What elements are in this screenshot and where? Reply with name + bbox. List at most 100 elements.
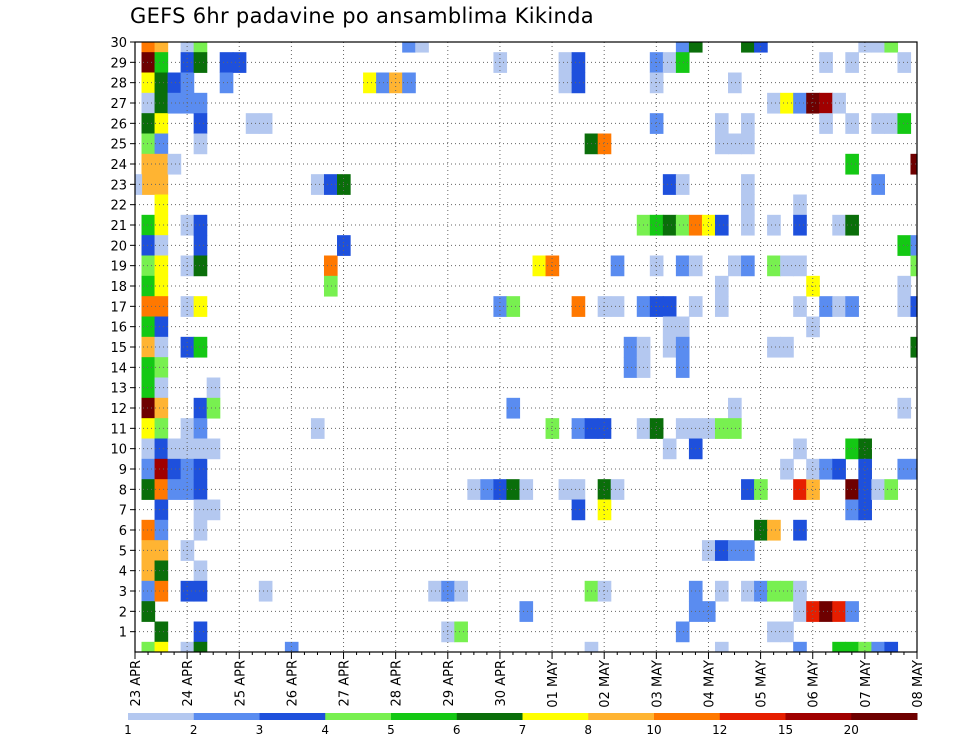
- colorbar-label: 5: [387, 723, 395, 737]
- y-tick-label: 27: [110, 97, 127, 112]
- heatmap-cell: [180, 42, 195, 53]
- heatmap-cell: [806, 458, 820, 480]
- heatmap-cell: [467, 479, 481, 500]
- heatmap-cell: [767, 255, 781, 277]
- heatmap-cell: [858, 438, 872, 460]
- heatmap-cell: [688, 42, 703, 53]
- heatmap-cell: [141, 357, 156, 378]
- heatmap-cell: [310, 418, 325, 439]
- heatmap-cell: [154, 255, 169, 277]
- heatmap-cell: [714, 296, 729, 317]
- heatmap-cell: [206, 377, 221, 399]
- heatmap-cell: [141, 316, 156, 338]
- heatmap-cell: [845, 214, 859, 236]
- heatmap-cell: [910, 296, 918, 317]
- colorbar-swatch: [719, 713, 786, 720]
- heatmap-cell: [571, 418, 586, 439]
- heatmap-cell: [858, 499, 872, 521]
- heatmap-cell: [154, 214, 169, 236]
- heatmap-cell: [897, 397, 912, 419]
- heatmap-cell: [193, 418, 208, 439]
- heatmap-cell: [845, 641, 859, 653]
- heatmap-cell: [649, 113, 664, 134]
- y-tick-label: 25: [110, 138, 127, 153]
- colorbar-label: 10: [646, 723, 661, 737]
- heatmap-cell: [154, 174, 169, 195]
- heatmap-cell: [780, 336, 794, 358]
- heatmap-cell: [180, 641, 195, 653]
- heatmap-cell: [597, 418, 612, 439]
- heatmap-cell: [154, 113, 169, 134]
- heatmap-cell: [545, 418, 560, 439]
- heatmap-cell: [571, 479, 586, 500]
- heatmap-cell: [832, 641, 846, 653]
- heatmap-cell: [728, 255, 742, 277]
- heatmap-cell: [714, 113, 729, 134]
- heatmap-cell: [193, 235, 208, 256]
- colorbar-label: 4: [321, 723, 329, 737]
- heatmap-cell: [571, 52, 586, 73]
- grid-lines: [134, 41, 918, 652]
- heatmap-cell: [623, 357, 638, 378]
- heatmap-cell: [897, 52, 912, 73]
- colorbar-swatch: [785, 713, 852, 720]
- heatmap-cell: [714, 275, 729, 297]
- heatmap-cell: [571, 499, 586, 521]
- heatmap-cell: [858, 458, 872, 480]
- heatmap-cell: [245, 113, 260, 134]
- x-tick-label: 07 MAY: [859, 660, 874, 708]
- heatmap-cell: [728, 72, 742, 94]
- heatmap-cell: [845, 113, 859, 134]
- heatmap-cell: [558, 479, 573, 500]
- y-tick-label: 20: [110, 239, 127, 254]
- x-tick-label: 02 MAY: [598, 660, 613, 708]
- heatmap-cell: [323, 275, 338, 297]
- heatmap-cell: [141, 641, 156, 653]
- heatmap-cell: [376, 72, 390, 94]
- heatmap-cell: [154, 42, 169, 53]
- heatmap-cell: [767, 214, 781, 236]
- y-tick-label: 8: [119, 483, 127, 498]
- heatmap-cell: [154, 377, 169, 399]
- heatmap-cell: [154, 580, 169, 602]
- heatmap-cell: [402, 72, 416, 94]
- heatmap-cell: [193, 641, 208, 653]
- heatmap-cell: [154, 92, 169, 114]
- heatmap-cell: [858, 479, 872, 500]
- heatmap-cell: [728, 540, 742, 561]
- heatmap-cell: [141, 42, 156, 53]
- x-tick-label: 24 APR: [181, 660, 196, 706]
- heatmap-cell: [167, 92, 182, 114]
- heatmap-cell: [597, 479, 612, 500]
- heatmap-cell: [506, 397, 521, 419]
- heatmap-cell: [193, 560, 208, 582]
- heatmap-cell: [493, 479, 508, 500]
- heatmap-cell: [675, 255, 690, 277]
- colorbar-label: 1: [124, 723, 132, 737]
- x-tick-label: 06 MAY: [807, 660, 822, 708]
- x-tick-label: 01 MAY: [546, 660, 561, 708]
- heatmap-cell: [662, 438, 677, 460]
- heatmap-cell: [193, 438, 208, 460]
- heatmap-cell: [806, 479, 820, 500]
- heatmap-cell: [649, 214, 664, 236]
- heatmap-cell: [728, 133, 742, 155]
- heatmap-cell: [767, 580, 781, 602]
- heatmap-cell: [728, 397, 742, 419]
- heatmap-cell: [141, 235, 156, 256]
- heatmap-cell: [193, 113, 208, 134]
- heatmap-cell: [675, 214, 690, 236]
- heatmap-cell: [219, 72, 234, 94]
- heatmap-cell: [193, 397, 208, 419]
- y-tick-label: 6: [119, 524, 127, 539]
- heatmap-cell: [154, 153, 169, 175]
- heatmap-cell: [141, 296, 156, 317]
- heatmap-cell: [206, 499, 221, 521]
- heatmap-cell: [141, 214, 156, 236]
- heatmap-cell: [662, 52, 677, 73]
- colorbar: 1 2 3 4 5 6 7 8 10 12 15 20: [124, 713, 918, 737]
- heatmap-cell: [897, 275, 912, 297]
- heatmap-cell: [141, 275, 156, 297]
- heatmap-cell: [701, 418, 716, 439]
- heatmap-cell: [675, 418, 690, 439]
